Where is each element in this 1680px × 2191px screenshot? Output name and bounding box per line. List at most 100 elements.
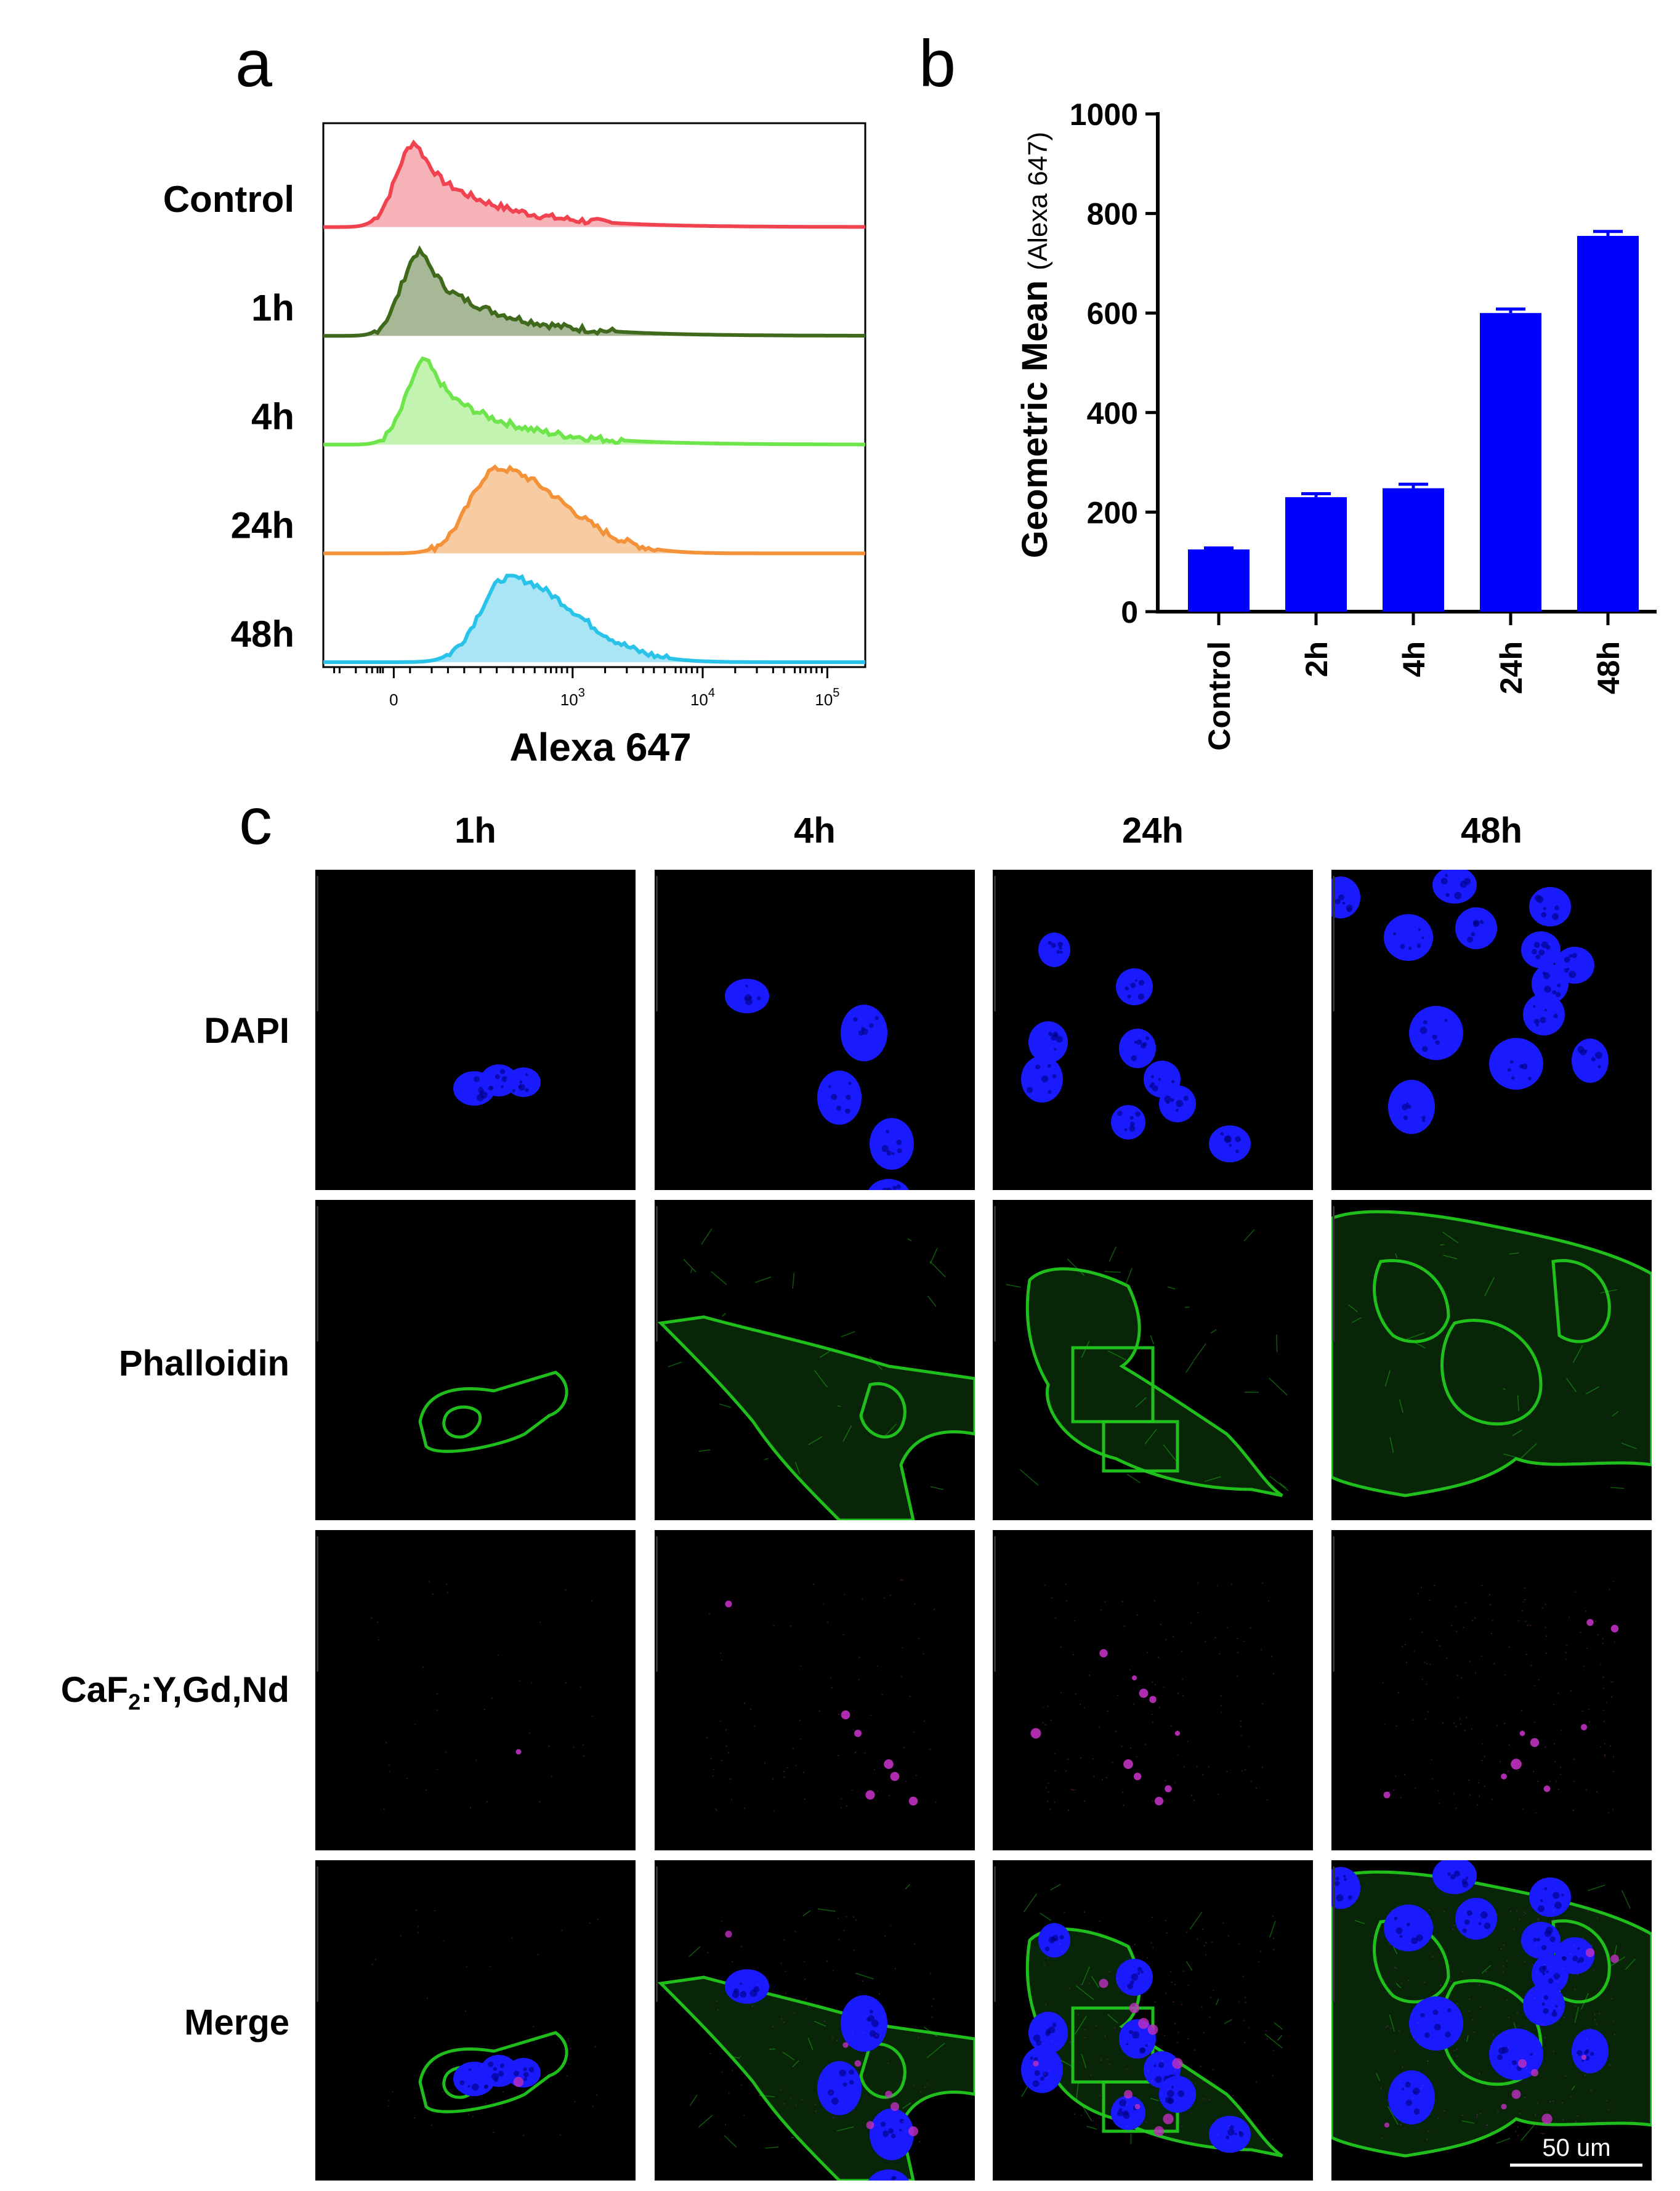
nanoparticle-spot: [1155, 1797, 1163, 1805]
nucleus-texture: [1176, 1100, 1184, 1108]
nanoparticle-haze: [1453, 1792, 1455, 1795]
nanoparticle-haze: [1535, 1927, 1537, 1929]
nanoparticle-haze: [1540, 2132, 1542, 2134]
nucleus-texture: [1545, 945, 1551, 950]
nucleus-texture: [1552, 990, 1557, 995]
nanoparticle-spot: [1123, 1759, 1133, 1769]
nanoparticle-haze: [1054, 1770, 1056, 1772]
nanoparticle-haze: [1395, 1725, 1397, 1727]
nanoparticle-haze: [1065, 1770, 1067, 1772]
nanoparticle-haze: [1542, 2023, 1544, 2025]
nucleus-texture: [1129, 1125, 1136, 1132]
nucleus-texture: [1542, 1972, 1546, 1975]
nucleus-texture: [1544, 1008, 1547, 1012]
nanoparticle-spot: [1519, 1730, 1525, 1736]
nanoparticle-haze: [1502, 1965, 1504, 1967]
actin-fiber: [1144, 1428, 1157, 1445]
nanoparticle-haze: [709, 2052, 711, 2055]
nanoparticle-haze: [790, 2097, 791, 2099]
nucleus-texture: [1406, 1922, 1410, 1927]
actin-outline: [1025, 1267, 1283, 1497]
nanoparticle-haze: [1165, 1919, 1167, 1921]
nanoparticle-haze: [780, 2116, 782, 2118]
actin-fiber: [1496, 2137, 1511, 2144]
nucleus-texture: [1484, 1922, 1491, 1929]
nanoparticle-haze: [900, 1579, 902, 1581]
nucleus-texture: [871, 2019, 879, 2027]
nanoparticle-haze: [1502, 1971, 1504, 1973]
nucleus-texture: [523, 2072, 529, 2078]
nucleus: [1028, 1021, 1068, 1063]
nanoparticle-haze: [1216, 1585, 1218, 1587]
nanoparticle-haze: [1437, 1790, 1439, 1792]
nucleus-texture: [740, 1982, 743, 1985]
nucleus: [1119, 1029, 1156, 1068]
nucleus-texture: [1421, 1116, 1426, 1120]
nucleus-texture: [1336, 1894, 1344, 1902]
nanoparticle-haze: [1116, 1982, 1118, 1983]
nanoparticle-haze: [862, 1980, 864, 1982]
nucleus-texture: [849, 2080, 854, 2085]
nucleus-texture: [870, 2009, 874, 2014]
nanoparticle-haze: [1160, 1624, 1162, 1626]
actin-fiber: [1384, 1370, 1391, 1387]
histogram-label-4h: 4h: [251, 396, 294, 437]
nanoparticle-haze: [830, 2092, 832, 2094]
nanoparticle-haze: [1117, 1977, 1118, 1979]
nanoparticle-haze: [851, 1789, 854, 1791]
nanoparticle-haze: [567, 2038, 570, 2040]
nanoparticle-haze: [1392, 1910, 1394, 1911]
nanoparticle-haze: [1588, 1721, 1590, 1723]
nucleus-texture: [1480, 1911, 1488, 1919]
nanoparticle-haze: [772, 2026, 774, 2028]
nanoparticle-haze: [1495, 2131, 1496, 2133]
x-tick-label: 103: [560, 686, 585, 709]
nanoparticle-haze: [1564, 2017, 1565, 2019]
edge-marker: [656, 1866, 658, 2002]
actin-fiber: [836, 2126, 854, 2132]
nanoparticle-haze: [1559, 2007, 1561, 2009]
nanoparticle-haze: [1042, 1722, 1044, 1724]
nanoparticle-haze: [1055, 1617, 1057, 1619]
nanoparticle-haze: [1594, 1621, 1597, 1622]
nanoparticle-haze: [707, 1952, 709, 1954]
nanoparticle-haze: [1577, 1974, 1579, 1975]
nanoparticle-haze: [1228, 1935, 1230, 1937]
nanoparticle-haze: [1537, 1919, 1539, 1921]
nanoparticle-haze: [1561, 2102, 1563, 2104]
histogram-fill-48h: [323, 575, 865, 662]
nucleus-texture: [1136, 1039, 1142, 1045]
nanoparticle-haze: [1049, 1808, 1051, 1810]
nucleus-texture: [476, 1094, 484, 1102]
actin-fiber: [902, 2102, 912, 2109]
nucleus-texture: [1530, 2052, 1533, 2056]
edge-marker: [317, 1536, 318, 1672]
micrograph-image: [994, 1866, 1283, 2158]
nanoparticle-haze: [1221, 1704, 1222, 1707]
nanoparticle-haze: [559, 2134, 561, 2136]
nanoparticle-haze: [1203, 2098, 1205, 2100]
nanoparticle-haze: [1581, 1710, 1583, 1712]
nanoparticle-haze: [1151, 1916, 1153, 1918]
nucleus-texture: [1420, 2012, 1425, 2018]
nanoparticle-haze: [1553, 2100, 1554, 2102]
actin-fiber: [711, 1271, 727, 1286]
panel-label-a: a: [235, 26, 273, 100]
nanoparticle-spot: [1581, 2054, 1587, 2060]
nucleus-texture: [525, 1073, 528, 1076]
nanoparticle-haze: [1193, 1799, 1195, 1802]
nanoparticle-haze: [1429, 1599, 1431, 1602]
histogram-label-48h: 48h: [231, 614, 294, 655]
nucleus-texture: [1041, 1075, 1049, 1083]
nucleus-texture: [1533, 942, 1540, 948]
nanoparticle-spot: [1172, 2058, 1183, 2069]
nanoparticle-haze: [1395, 1967, 1397, 1969]
micrograph-caf-4h: [655, 1530, 975, 1850]
nanoparticle-haze: [1412, 1719, 1414, 1721]
nanoparticle-haze: [1612, 1808, 1614, 1810]
nanoparticle-haze: [1513, 1928, 1515, 1930]
nanoparticle-haze: [818, 1711, 821, 1712]
nanoparticle-haze: [1609, 1745, 1612, 1747]
nanoparticle-haze: [1071, 1788, 1073, 1791]
nanoparticle-haze: [1212, 1990, 1214, 1991]
